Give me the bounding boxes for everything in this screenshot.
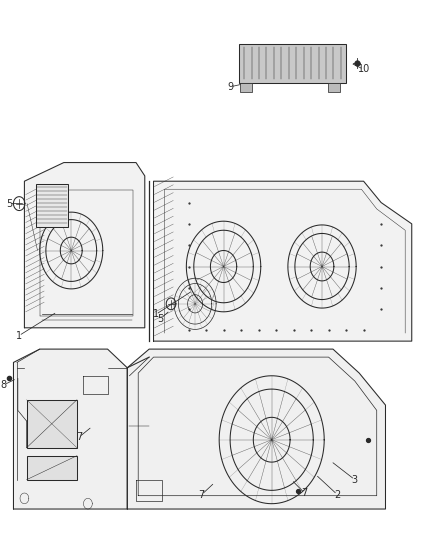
Text: 5: 5 (157, 314, 164, 324)
Text: 1: 1 (16, 331, 22, 341)
Text: 3: 3 (352, 475, 358, 484)
Text: 1: 1 (153, 310, 159, 319)
Text: 2: 2 (334, 490, 340, 499)
Text: 7: 7 (76, 432, 82, 442)
Text: 7: 7 (301, 488, 307, 498)
Bar (35, 184, 68, 227)
Bar (27, 456, 77, 480)
Polygon shape (154, 181, 412, 341)
Polygon shape (14, 349, 127, 509)
Polygon shape (25, 163, 145, 328)
Text: 8: 8 (1, 380, 7, 390)
Text: 10: 10 (357, 64, 370, 74)
Text: 7: 7 (198, 490, 205, 499)
Bar (240, 83, 252, 92)
Bar (27, 400, 77, 448)
Polygon shape (127, 349, 385, 509)
Bar (328, 83, 340, 92)
Text: 9: 9 (227, 82, 233, 92)
Text: 5: 5 (6, 199, 12, 208)
Bar (239, 44, 346, 83)
